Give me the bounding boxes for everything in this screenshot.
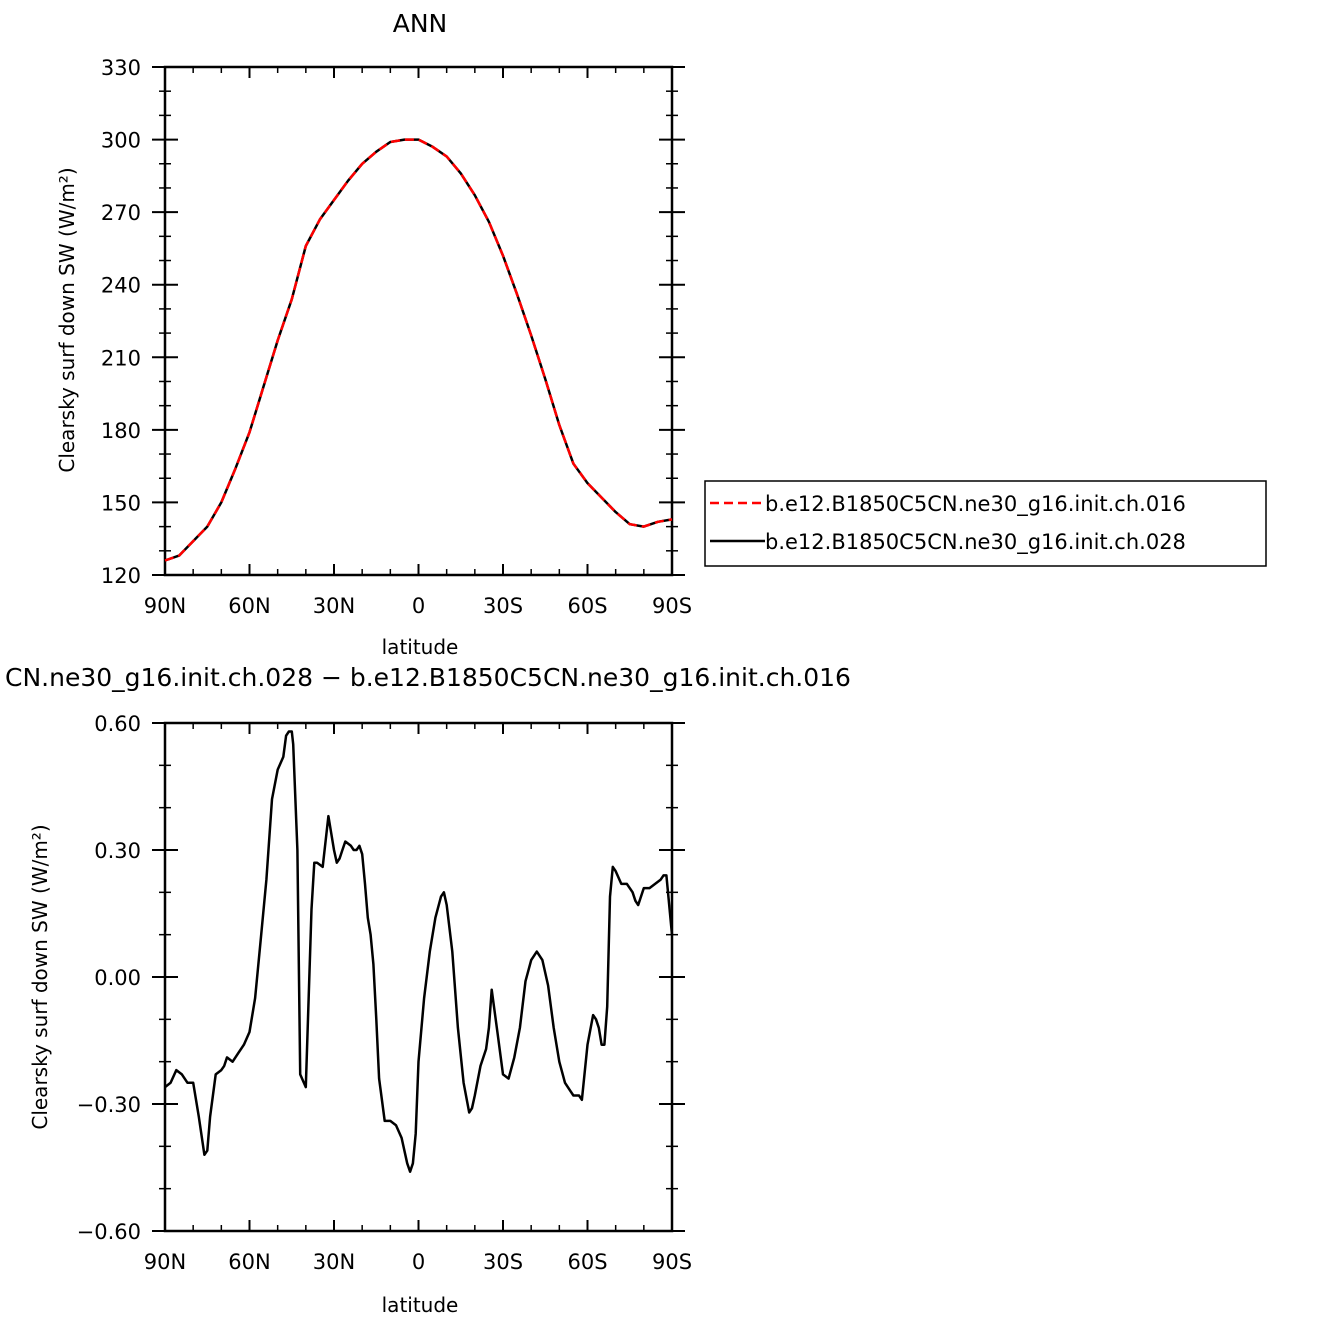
top-y-tick-label: 240 (101, 274, 141, 298)
top-x-tick-label: 30S (483, 594, 523, 618)
top-x-tick-label: 90S (652, 594, 692, 618)
bottom-x-tick-label: 90S (652, 1250, 692, 1274)
bottom-x-tick-label: 30N (313, 1250, 355, 1274)
bottom-x-tick-label: 60S (567, 1250, 607, 1274)
bottom-y-axis-label: Clearsky surf down SW (W/m²) (28, 824, 52, 1129)
legend-box (704, 480, 1267, 567)
bottom-axes-ticks: 90N 60N 30N 0 30S 60S 90S −0.60 −0.30 0.00 0.30 0.6… (77, 712, 692, 1274)
bottom-series-line-0 (164, 730, 674, 1173)
top-y-tick-label: 300 (101, 129, 141, 153)
bottom-x-axis-label: latitude (382, 1293, 459, 1317)
bottom-y-tick-label: 0.00 (94, 966, 141, 990)
top-x-tick-label: 60N (228, 594, 270, 618)
top-y-tick-label: 330 (101, 56, 141, 80)
bottom-series-group (164, 730, 674, 1173)
top-chart: ANN 90N 60N 30N 0 30S 60S 90S 120 150 180 210 240 27… (55, 9, 692, 659)
top-y-tick-label: 150 (101, 491, 141, 515)
legend: b.e12.B1850C5CN.ne30_g16.init.ch.016 b.e… (704, 480, 1267, 567)
top-series-line-0 (164, 138, 673, 562)
top-x-axis-label: latitude (382, 635, 459, 659)
bottom-chart: CN.ne30_g16.init.ch.028 − b.e12.B1850C5C… (5, 663, 851, 1317)
bottom-y-tick-label: −0.30 (77, 1093, 141, 1117)
top-y-axis-label: Clearsky surf down SW (W/m²) (55, 167, 79, 472)
top-y-tick-label: 210 (101, 346, 141, 370)
top-series-group (164, 138, 673, 562)
top-plot-frame (163, 65, 674, 577)
top-x-tick-label: 30N (313, 594, 355, 618)
bottom-x-tick-label: 60N (228, 1250, 270, 1274)
bottom-x-tick-label: 90N (144, 1250, 186, 1274)
bottom-x-tick-label: 30S (483, 1250, 523, 1274)
bottom-y-tick-label: 0.30 (94, 839, 141, 863)
bottom-y-tick-label: −0.60 (77, 1220, 141, 1244)
top-x-tick-label: 60S (567, 594, 607, 618)
bottom-x-tick-label: 0 (412, 1250, 425, 1274)
top-chart-title: ANN (393, 9, 448, 38)
top-series-line-1 (164, 138, 673, 562)
top-y-tick-label: 180 (101, 419, 141, 443)
bottom-chart-title: CN.ne30_g16.init.ch.028 − b.e12.B1850C5C… (5, 663, 851, 692)
bottom-y-tick-label: 0.60 (94, 712, 141, 736)
top-x-tick-label: 90N (144, 594, 186, 618)
legend-label-016: b.e12.B1850C5CN.ne30_g16.init.ch.016 (765, 492, 1186, 517)
bottom-plot-frame (163, 721, 674, 1233)
legend-label-028: b.e12.B1850C5CN.ne30_g16.init.ch.028 (765, 530, 1186, 555)
top-y-tick-label: 270 (101, 201, 141, 225)
top-x-tick-label: 0 (412, 594, 425, 618)
top-axes-ticks: 90N 60N 30N 0 30S 60S 90S 120 150 180 210 240 270 300… (101, 56, 692, 618)
top-y-tick-label: 120 (101, 564, 141, 588)
